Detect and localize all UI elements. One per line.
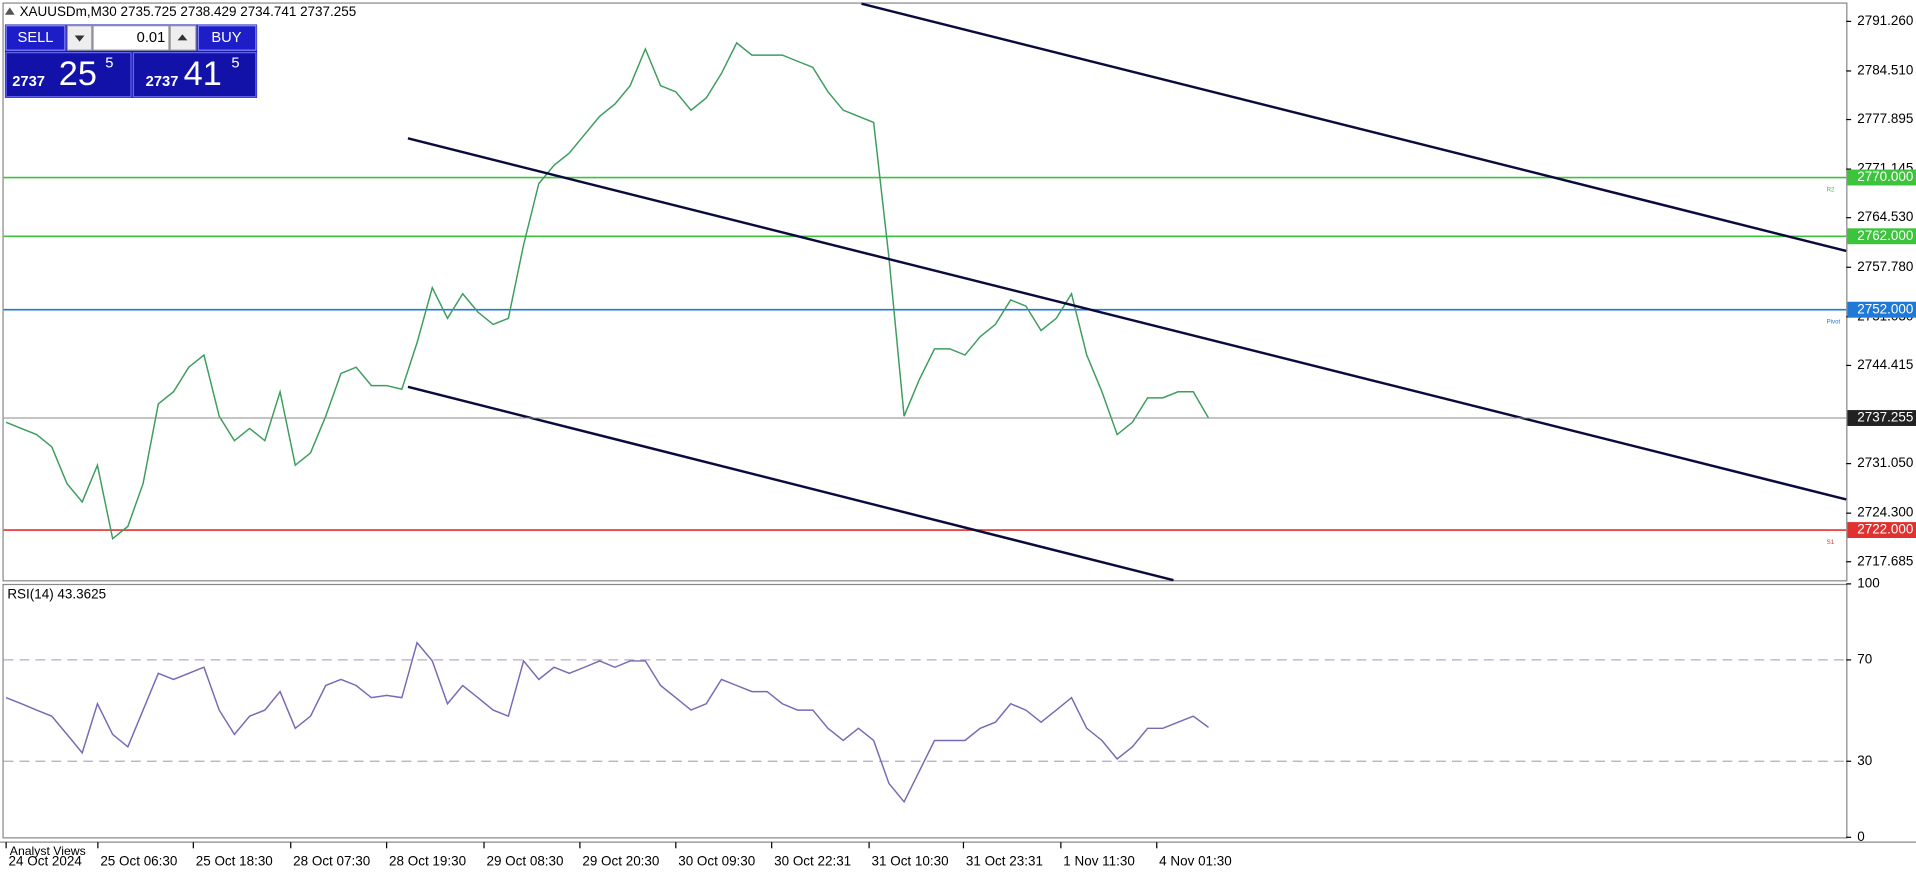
y-tick-label: 2744.415 (1857, 357, 1913, 372)
y-tick-label: 2764.530 (1857, 209, 1913, 224)
rsi-panel (2, 583, 1848, 839)
level-label: 2752.000 (1857, 301, 1913, 316)
series-line (5, 41, 1210, 540)
y-tick-label: 100 (1857, 575, 1879, 590)
y-tick-label: 30 (1857, 753, 1872, 768)
x-tick-label: 29 Oct 08:30 (486, 853, 563, 868)
series-line (5, 641, 1209, 804)
lot-input[interactable] (92, 25, 170, 51)
sell-label[interactable]: SELL (18, 30, 54, 46)
y-tick-label: 2777.895 (1857, 111, 1913, 126)
down-arrow (74, 35, 85, 42)
level-tag: R2 (1827, 186, 1835, 193)
x-tick-label: 1 Nov 11:30 (1063, 853, 1135, 868)
price-panel (2, 2, 1848, 582)
y-tick-label: 0 (1857, 829, 1864, 844)
chart-title: XAUUSDm,M30 2735.725 2738.429 2734.741 2… (20, 4, 357, 19)
x-tick-label: 25 Oct 18:30 (196, 853, 273, 868)
trend-line (407, 385, 1174, 582)
x-tick-label: 4 Nov 01:30 (1159, 853, 1232, 868)
y-tick-label: 2784.510 (1857, 63, 1913, 78)
y-tick-label: 2731.050 (1857, 455, 1913, 470)
sell-price-big: 25 (59, 55, 97, 93)
collapse-icon[interactable] (4, 7, 15, 15)
y-tick-label: 70 (1857, 651, 1872, 666)
sell-price-box[interactable] (5, 52, 132, 98)
buy-button[interactable] (197, 25, 257, 51)
x-tick-label: 28 Oct 07:30 (293, 853, 370, 868)
x-tick-label: 29 Oct 20:30 (582, 853, 659, 868)
sell-price-sup: 5 (105, 56, 113, 72)
y-tick-label: 2717.685 (1857, 553, 1913, 568)
y-tick-label: 2757.780 (1857, 259, 1913, 274)
trend-line (861, 2, 1847, 253)
x-tick-label: 30 Oct 22:31 (774, 853, 851, 868)
level-label-bg (1847, 301, 1916, 318)
trend-line (407, 137, 1847, 501)
up-arrow (177, 34, 188, 41)
y-tick-label: 2791.260 (1857, 13, 1913, 28)
sell-price-main: 2737 (12, 74, 45, 90)
x-tick-label: 31 Oct 23:31 (966, 853, 1043, 868)
current-price-bg (1847, 410, 1916, 426)
y-tick-label: 2724.300 (1857, 505, 1913, 520)
level-tag: Pivot (1827, 319, 1841, 326)
level-label: 2722.000 (1857, 522, 1913, 537)
buy-label[interactable]: BUY (211, 30, 241, 46)
level-tag: S1 (1827, 539, 1835, 546)
x-tick-label: 30 Oct 09:30 (678, 853, 755, 868)
trade-panel: SELL 0.01 BUY 2737 25 5 2737 41 5 (4, 24, 258, 98)
tab[interactable]: Analyst Views (10, 844, 86, 858)
level-label: 2762.000 (1857, 228, 1913, 243)
buy-price-big: 41 (184, 55, 222, 93)
sell-button[interactable] (5, 25, 66, 51)
current-price-label: 2737.255 (1857, 410, 1913, 425)
x-tick-label: 28 Oct 19:30 (389, 853, 466, 868)
x-tick-label: 25 Oct 06:30 (100, 853, 177, 868)
buy-price-main: 2737 (146, 74, 179, 90)
lot-value[interactable]: 0.01 (137, 30, 166, 46)
level-label-bg (1847, 228, 1916, 245)
buy-price-box[interactable] (132, 52, 257, 98)
level-label: 2770.000 (1857, 169, 1913, 184)
rsi-title: RSI(14) 43.3625 (7, 586, 106, 601)
level-label-bg (1847, 169, 1916, 186)
buy-price-sup: 5 (231, 56, 239, 72)
x-tick-label: 24 Oct 2024 (9, 853, 83, 868)
x-tick-label: 31 Oct 10:30 (872, 853, 949, 868)
level-label-bg (1847, 522, 1916, 539)
